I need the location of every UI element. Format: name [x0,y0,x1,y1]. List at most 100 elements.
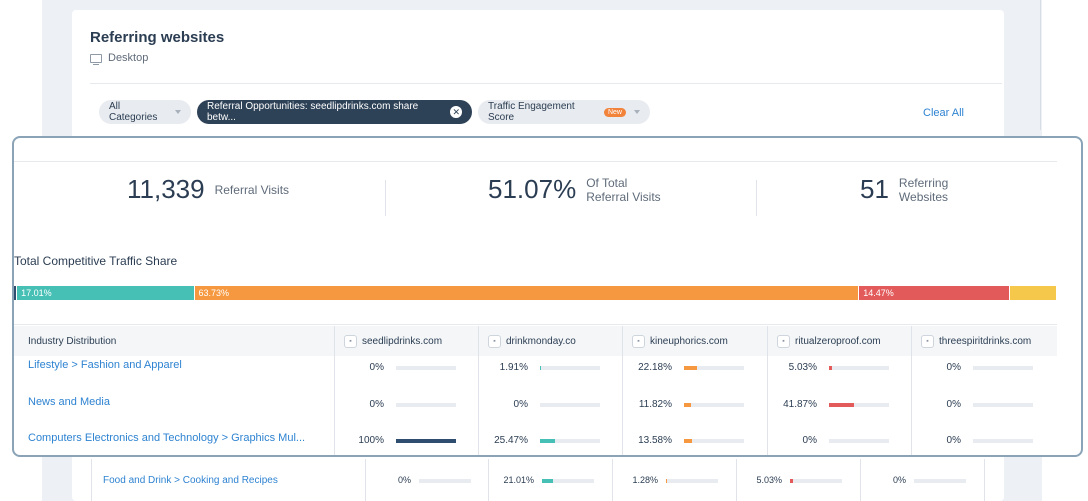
desktop-icon [90,53,102,65]
share-bar-fill [540,366,541,370]
share-bar-track [540,366,600,370]
share-bar-track [684,439,744,443]
cell-value: 0% [397,475,411,485]
traffic-share-title: Total Competitive Traffic Share [14,254,178,268]
share-bar-track [684,403,744,407]
table-top-border [14,324,1057,325]
share-bar-track [396,439,456,443]
traffic-share-bar: 17.01% 63.73% 14.47% [14,286,1057,300]
cell-value: 0% [513,399,528,410]
column-separator [91,459,92,501]
share-bar-track [396,403,456,407]
zoomed-overlay: 11,339 Referral Visits 51.07% Of Total R… [12,136,1083,457]
site-favicon-icon: ▪ [632,334,645,348]
column-separator [911,326,912,455]
share-bar-track [973,439,1033,443]
share-bar-fill [396,439,456,443]
site-header-kineuphorics[interactable]: ▪ kineuphorics.com [632,326,728,356]
cell-value: 25.47% [494,435,528,446]
column-separator [478,326,479,455]
referral-visits-value: 11,339 [127,174,205,204]
close-icon[interactable]: ✕ [450,106,462,118]
cell-value: 0% [369,362,384,373]
share-bar-track [666,479,718,483]
device-text: Desktop [108,52,149,64]
referral-visits-label: Referral Visits [214,182,290,197]
share-bar-fill [684,366,698,370]
chevron-down-icon [634,110,640,114]
referral-filter-label: Referral Opportunities: seedlipdrinks.co… [207,101,419,123]
cell-value: 0% [369,399,384,410]
share-bar-track [973,403,1033,407]
site-header-ritualzeroproof[interactable]: ▪ ritualzeroproof.com [777,326,881,356]
share-bar-fill [829,366,833,370]
share-label-line2: Referral Visits [586,189,661,204]
share-bar-track [790,479,842,483]
site-favicon-icon: ▪ [488,334,501,348]
site-header-seedlipdrinks[interactable]: ▪ seedlipdrinks.com [344,326,442,356]
referral-opportunities-filter[interactable]: Referral Opportunities: seedlipdrinks.co… [197,100,472,124]
traffic-engagement-filter[interactable]: Traffic Engagement Score New [478,100,650,124]
metric-separator [385,180,386,216]
table-header [14,326,1057,356]
cell-value: 1.91% [499,362,528,373]
cell-value: 1.28% [632,475,658,485]
share-bar-track [973,366,1033,370]
share-bar-track [419,479,471,483]
share-bar-fill [684,403,692,407]
header-divider [90,83,1002,84]
site-name: seedlipdrinks.com [362,335,443,347]
column-separator [860,459,861,501]
column-separator [488,459,489,501]
share-bar-track [829,403,889,407]
column-separator [736,459,737,501]
share-label-line1: Of Total [586,175,628,190]
cell-value: 22.18% [638,362,672,373]
site-name: kineuphorics.com [650,335,728,347]
industry-link[interactable]: News and Media [28,396,110,408]
site-header-threespiritdrinks[interactable]: ▪ threespiritdrinks.com [921,326,1031,356]
column-separator [334,326,335,455]
engagement-label: Traffic Engagement Score [488,101,575,123]
industry-link[interactable]: Food and Drink > Cooking and Recipes [103,475,278,486]
share-of-total-value: 51.07% [488,174,577,204]
traffic-share-segment: 14.47% [859,286,1011,300]
all-categories-label: All Categories [109,101,158,123]
traffic-share-segment [1010,286,1057,300]
cell-value: 0% [892,475,906,485]
traffic-share-segment [14,286,18,300]
share-bar-track [829,439,889,443]
share-bar-track [829,366,889,370]
site-favicon-icon: ▪ [777,334,790,348]
cell-value: 5.03% [756,475,782,485]
share-bar-fill [542,479,553,483]
site-name: threespiritdrinks.com [939,335,1032,347]
share-of-total-label: Of Total Referral Visits [586,176,660,204]
sites-label-line2: Websites [898,189,949,204]
site-favicon-icon: ▪ [344,334,357,348]
column-separator [622,326,623,455]
panel-border [1040,0,1041,130]
share-bar-fill [829,403,855,407]
share-bar-fill [540,439,556,443]
site-header-drinkmonday[interactable]: ▪ drinkmonday.co [488,326,576,356]
share-bar-track [396,366,456,370]
column-separator [612,459,613,501]
clear-all-button[interactable]: Clear All [923,107,964,119]
share-bar-track [684,366,744,370]
metric-separator [756,180,757,216]
industry-link[interactable]: Lifestyle > Fashion and Apparel [28,359,182,371]
referring-websites-metric: 51 Referring Websites [860,174,948,205]
cell-value: 21.01% [503,475,534,485]
referral-visits-metric: 11,339 Referral Visits [127,174,289,205]
device-label: Desktop [90,52,149,65]
share-bar-track [542,479,594,483]
industry-link[interactable]: Computers Electronics and Technology > G… [28,432,306,444]
page-title: Referring websites [90,29,225,46]
all-categories-filter[interactable]: All Categories [99,100,191,124]
share-bar-fill [790,479,793,483]
cell-value: 13.58% [638,435,672,446]
site-name: drinkmonday.co [506,335,576,347]
column-separator [984,459,985,501]
share-bar-track [914,479,966,483]
